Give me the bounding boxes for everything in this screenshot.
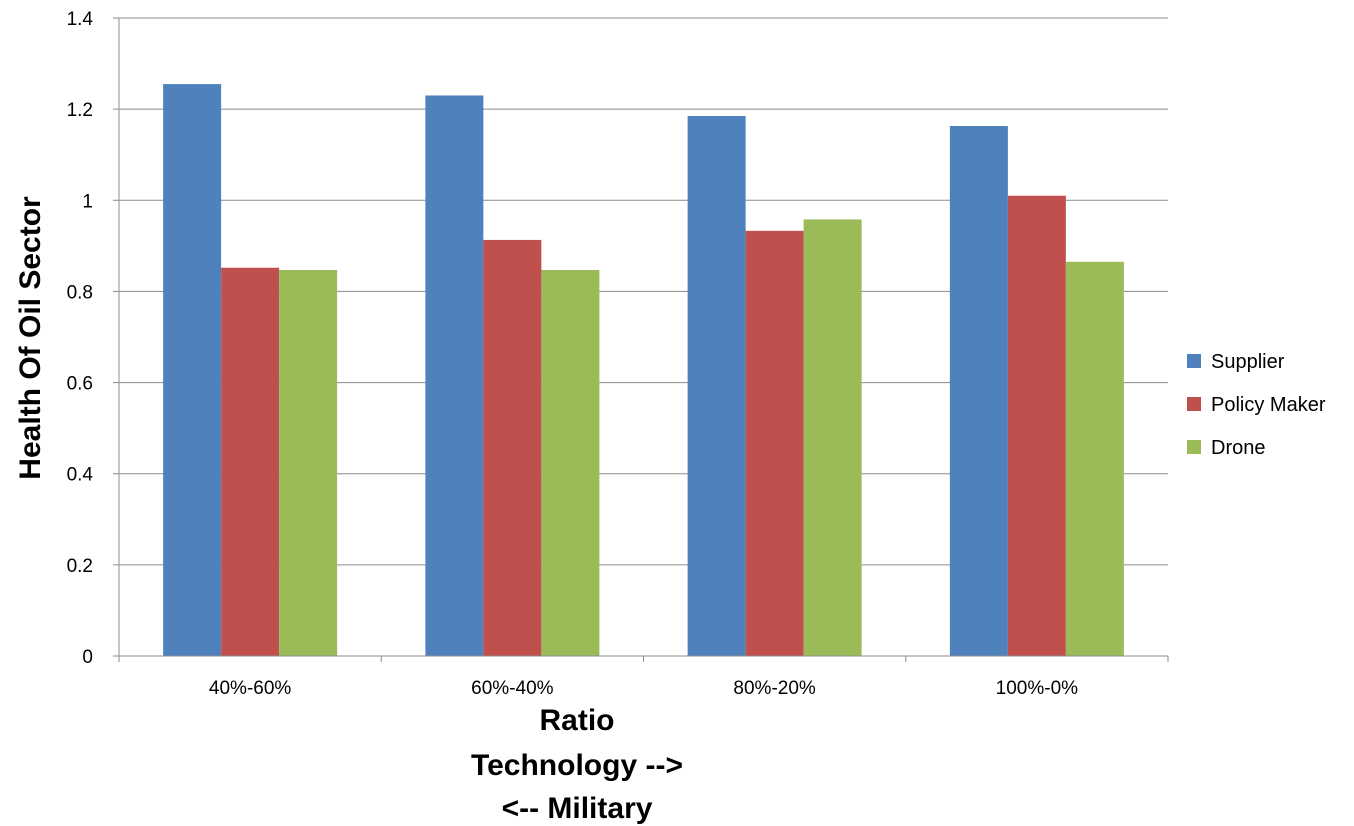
x-tick-label: 40%-60% bbox=[209, 678, 291, 699]
x-tick-label: 60%-40% bbox=[471, 678, 553, 699]
bar-policy-maker-1 bbox=[221, 267, 280, 656]
bar-policy-maker-4 bbox=[1007, 195, 1066, 656]
y-tick-label: 0.8 bbox=[67, 282, 93, 303]
legend-swatch-supplier bbox=[1187, 354, 1201, 368]
y-tick-label: 0 bbox=[82, 647, 93, 668]
bar-policy-maker-3 bbox=[745, 230, 804, 656]
legend-label-drone: Drone bbox=[1211, 437, 1265, 459]
y-axis-title: Health Of Oil Sector bbox=[14, 196, 47, 480]
bar-drone-4 bbox=[1065, 261, 1124, 656]
x-axis-title-line-1: Ratio bbox=[540, 704, 615, 737]
bar-drone-1 bbox=[279, 270, 338, 656]
y-tick-label: 0.4 bbox=[67, 465, 94, 486]
y-tick-label: 0.2 bbox=[67, 556, 93, 577]
y-tick-label: 1 bbox=[82, 191, 93, 212]
bar-policy-maker-2 bbox=[483, 239, 542, 656]
bar-supplier-2 bbox=[425, 95, 484, 656]
legend-label-policy-maker: Policy Maker bbox=[1211, 394, 1326, 416]
bar-drone-2 bbox=[541, 270, 600, 656]
axes bbox=[113, 17, 1169, 662]
legend-swatch-policy-maker bbox=[1187, 397, 1201, 411]
legend: Supplier Policy Maker Drone bbox=[1187, 351, 1326, 459]
legend-swatch-drone bbox=[1187, 440, 1201, 454]
bar-supplier-3 bbox=[687, 115, 746, 656]
y-tick-labels: 0 0.2 0.4 0.6 0.8 1 1.2 1.4 bbox=[67, 9, 94, 668]
y-tick-label: 0.6 bbox=[67, 374, 93, 395]
y-tick-label: 1.4 bbox=[67, 9, 94, 30]
x-tick-labels: 40%-60% 60%-40% 80%-20% 100%-0% bbox=[209, 678, 1078, 699]
x-tick-label: 80%-20% bbox=[733, 678, 815, 699]
x-axis-title-line-2: Technology --> bbox=[471, 749, 683, 782]
x-tick-label: 100%-0% bbox=[996, 678, 1078, 699]
bars bbox=[163, 84, 1124, 657]
x-axis-title-line-3: <-- Military bbox=[502, 792, 653, 825]
bar-supplier-4 bbox=[949, 126, 1008, 657]
legend-label-supplier: Supplier bbox=[1211, 351, 1285, 373]
bar-drone-3 bbox=[803, 219, 862, 656]
y-tick-label: 1.2 bbox=[67, 100, 93, 121]
bar-supplier-1 bbox=[163, 84, 222, 657]
